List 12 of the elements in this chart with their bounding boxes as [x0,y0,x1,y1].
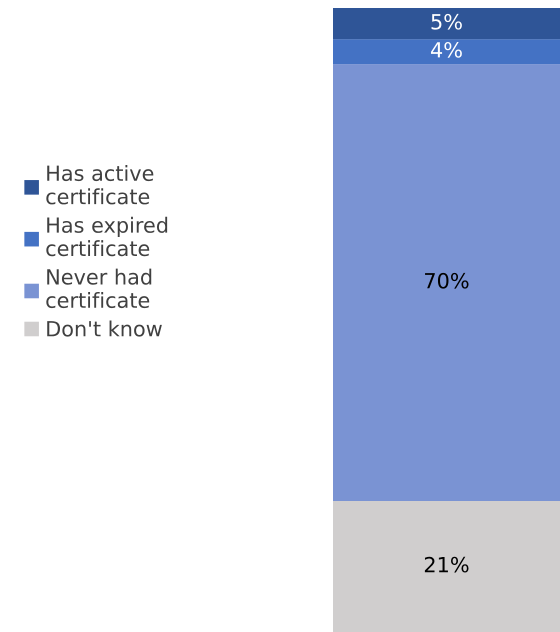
bar [333,64,560,501]
bar [333,8,560,40]
data-label: 5% [432,14,462,30]
bar [333,500,560,632]
data-label: 21% [424,556,469,573]
legend-label: Never had certificate [46,268,152,308]
legend-label: Don't know [47,320,162,337]
legend-label: Has expired certificate [46,216,168,256]
legend-label: Has active certificate [46,164,154,204]
bar [333,39,560,64]
data-label: 70% [425,272,469,289]
data-label: 4% [430,42,462,58]
